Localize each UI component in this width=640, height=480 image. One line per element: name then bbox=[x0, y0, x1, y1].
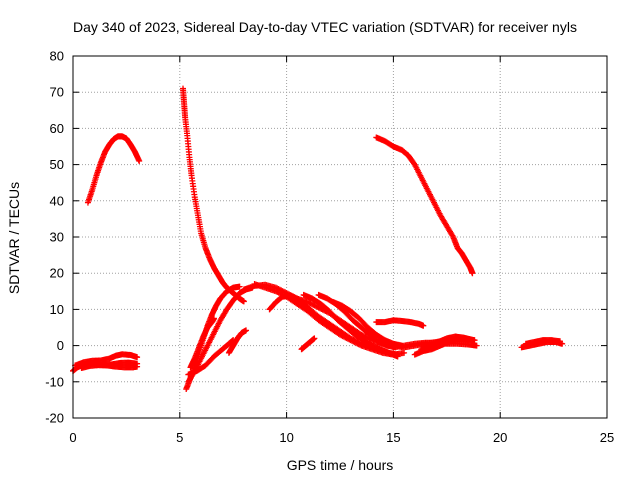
series-arc-14 bbox=[298, 335, 318, 353]
y-ticks: -20 -10 0 10 20 30 40 50 60 70 80 bbox=[45, 49, 607, 426]
series-arc-19 bbox=[373, 134, 476, 277]
series-arc-16 bbox=[315, 291, 399, 351]
data-point bbox=[240, 298, 247, 305]
series-arc-4 bbox=[78, 362, 141, 372]
x-tick-label: 5 bbox=[176, 430, 183, 445]
y-tick-label: 60 bbox=[50, 121, 64, 136]
plot-frame bbox=[72, 55, 608, 419]
series-arc-18 bbox=[373, 317, 427, 329]
data-point bbox=[210, 315, 217, 322]
y-tick-label: 10 bbox=[50, 302, 64, 317]
series-arc-8 bbox=[187, 315, 217, 371]
data-point bbox=[394, 351, 401, 358]
series-arc-13 bbox=[266, 292, 401, 360]
data-point bbox=[557, 338, 564, 345]
data-points bbox=[70, 85, 566, 393]
series-arc-22 bbox=[418, 333, 476, 353]
x-tick-label: 15 bbox=[386, 430, 400, 445]
y-tick-label: 0 bbox=[57, 338, 64, 353]
x-tick-label: 10 bbox=[279, 430, 293, 445]
y-axis-label: SDTVAR / TECUs bbox=[6, 182, 22, 294]
x-axis-label: GPS time / hours bbox=[287, 457, 394, 473]
grid bbox=[73, 56, 607, 418]
series-arc-3 bbox=[72, 351, 141, 369]
series-arc-10 bbox=[225, 327, 250, 356]
y-tick-label: 80 bbox=[50, 49, 64, 64]
x-tick-label: 20 bbox=[493, 430, 507, 445]
chart-title: Day 340 of 2023, Sidereal Day-to-day VTE… bbox=[73, 19, 577, 35]
data-point bbox=[311, 335, 318, 342]
y-tick-label: -20 bbox=[45, 411, 64, 426]
y-tick-label: 40 bbox=[50, 193, 64, 208]
series-arc-24 bbox=[522, 337, 564, 347]
y-tick-label: 50 bbox=[50, 157, 64, 172]
series-arc-5 bbox=[180, 85, 247, 305]
y-tick-label: 30 bbox=[50, 230, 64, 245]
data-point bbox=[469, 270, 476, 277]
data-point bbox=[473, 342, 480, 349]
y-tick-label: 20 bbox=[50, 266, 64, 281]
y-tick-label: 70 bbox=[50, 85, 64, 100]
data-point bbox=[236, 283, 243, 290]
x-ticks: 0 5 10 15 20 25 bbox=[69, 56, 614, 445]
series-arc-15 bbox=[300, 291, 401, 358]
data-point bbox=[401, 349, 408, 356]
data-point bbox=[134, 363, 141, 370]
series-arc-17 bbox=[330, 299, 405, 349]
data-point bbox=[243, 327, 250, 334]
x-tick-label: 0 bbox=[69, 430, 76, 445]
data-point bbox=[134, 354, 141, 361]
data-point bbox=[469, 337, 476, 344]
data-point bbox=[420, 322, 427, 329]
y-tick-label: -10 bbox=[45, 374, 64, 389]
series-arc-1 bbox=[84, 133, 143, 206]
data-point bbox=[136, 157, 143, 164]
series-arc-9 bbox=[185, 337, 237, 378]
x-tick-label: 25 bbox=[600, 430, 614, 445]
